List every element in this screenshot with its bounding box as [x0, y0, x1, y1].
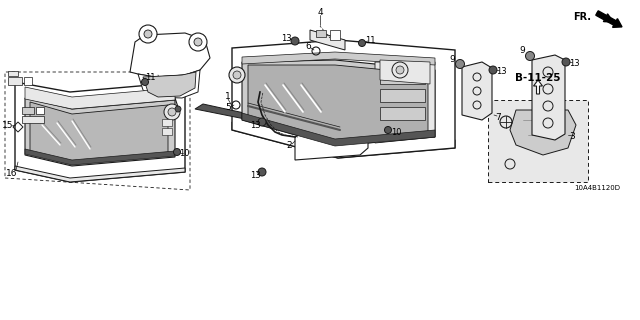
- Circle shape: [229, 67, 245, 83]
- Polygon shape: [130, 33, 210, 77]
- Circle shape: [562, 58, 570, 66]
- Text: 13: 13: [496, 67, 506, 76]
- Polygon shape: [242, 52, 435, 65]
- Text: 2: 2: [286, 140, 292, 149]
- Polygon shape: [295, 125, 368, 160]
- Circle shape: [385, 126, 392, 133]
- Text: 10: 10: [179, 148, 189, 157]
- Text: 11: 11: [365, 36, 375, 44]
- Text: 10A4B1120D: 10A4B1120D: [574, 185, 620, 191]
- Polygon shape: [242, 60, 435, 146]
- FancyArrow shape: [534, 80, 543, 94]
- Circle shape: [175, 106, 181, 112]
- Bar: [8, 77, 22, 85]
- Circle shape: [173, 148, 180, 156]
- Circle shape: [144, 30, 152, 38]
- Text: 13: 13: [250, 171, 260, 180]
- Text: 15: 15: [3, 121, 13, 130]
- Polygon shape: [25, 98, 175, 166]
- Text: 4: 4: [317, 7, 323, 17]
- Polygon shape: [462, 62, 492, 120]
- Text: 11: 11: [145, 73, 156, 82]
- Text: 5: 5: [225, 102, 231, 111]
- Polygon shape: [25, 87, 175, 109]
- Text: 16: 16: [6, 169, 18, 178]
- Circle shape: [291, 37, 299, 45]
- Polygon shape: [30, 102, 168, 162]
- Text: 13: 13: [250, 121, 260, 130]
- Polygon shape: [310, 30, 345, 50]
- Polygon shape: [232, 40, 455, 158]
- Polygon shape: [242, 113, 435, 146]
- Circle shape: [194, 38, 202, 46]
- Bar: [330, 30, 340, 40]
- Bar: [24, 77, 32, 85]
- Circle shape: [258, 168, 266, 176]
- Circle shape: [189, 33, 207, 51]
- Bar: [8, 71, 18, 76]
- Circle shape: [358, 39, 365, 46]
- FancyArrow shape: [596, 11, 622, 28]
- Text: 9: 9: [449, 54, 455, 63]
- Polygon shape: [532, 55, 565, 140]
- Text: 13: 13: [569, 59, 579, 68]
- Circle shape: [141, 78, 148, 85]
- Circle shape: [233, 71, 241, 79]
- Text: 1: 1: [225, 92, 231, 100]
- Bar: [22, 116, 44, 123]
- Text: 10: 10: [391, 127, 401, 137]
- Circle shape: [168, 108, 176, 116]
- Bar: [162, 119, 172, 126]
- Polygon shape: [25, 149, 175, 165]
- Circle shape: [392, 62, 408, 78]
- Circle shape: [396, 66, 404, 74]
- Bar: [162, 128, 172, 135]
- Circle shape: [456, 60, 465, 68]
- Text: FR.: FR.: [573, 12, 591, 22]
- Circle shape: [258, 118, 266, 126]
- Bar: [380, 71, 425, 84]
- Circle shape: [164, 104, 180, 120]
- Text: 9: 9: [519, 45, 525, 54]
- Polygon shape: [232, 122, 455, 158]
- Text: 13: 13: [281, 34, 291, 43]
- Polygon shape: [15, 166, 185, 182]
- Circle shape: [525, 52, 534, 60]
- Text: 3: 3: [569, 132, 575, 140]
- Circle shape: [489, 66, 497, 74]
- Polygon shape: [248, 65, 428, 142]
- Polygon shape: [375, 62, 435, 143]
- Bar: [380, 89, 425, 102]
- Bar: [22, 107, 34, 114]
- Polygon shape: [195, 104, 258, 120]
- Text: 6: 6: [305, 42, 311, 51]
- Polygon shape: [15, 82, 185, 182]
- Text: B-11-25: B-11-25: [515, 73, 561, 83]
- Bar: [316, 30, 326, 37]
- Circle shape: [139, 25, 157, 43]
- Polygon shape: [138, 70, 200, 98]
- Bar: [36, 107, 44, 114]
- Polygon shape: [143, 72, 196, 97]
- Polygon shape: [510, 110, 576, 155]
- Polygon shape: [380, 60, 430, 84]
- Bar: [380, 107, 425, 120]
- Bar: [488, 100, 588, 182]
- Text: 7: 7: [495, 113, 501, 122]
